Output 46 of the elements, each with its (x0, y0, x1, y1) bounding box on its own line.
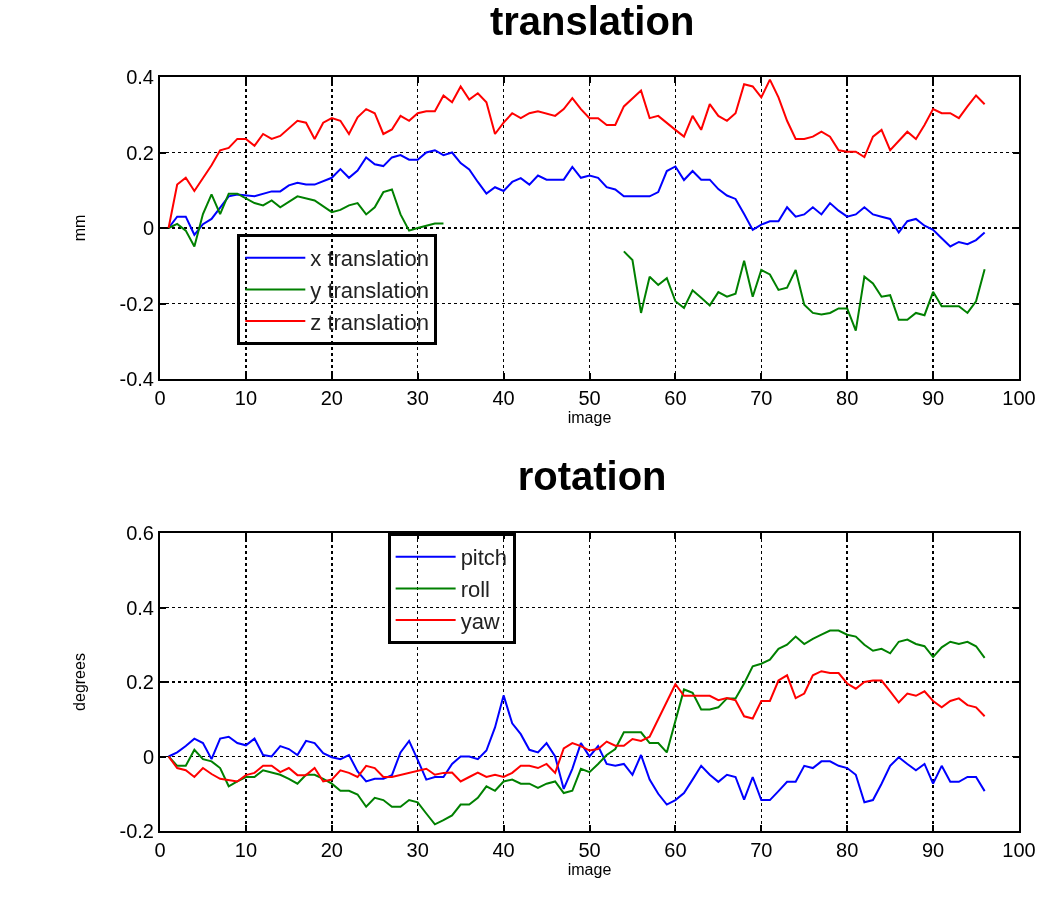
x-tick-label: 90 (921, 387, 945, 409)
y-tick-label: -0.2 (119, 820, 154, 842)
x-tick-label: 60 (664, 387, 687, 409)
legend-label: pitch (460, 545, 508, 571)
y-tick-label: -0.4 (119, 368, 154, 390)
x-tick-label: 30 (406, 387, 429, 409)
x-tick-label: 30 (406, 839, 429, 861)
x-tick-label: 80 (836, 839, 859, 861)
x-tick-label: 10 (234, 839, 258, 861)
x-tick-label: 40 (492, 387, 515, 409)
x-axis-title: image (567, 409, 612, 427)
x-tick-label: 40 (492, 839, 515, 861)
y-axis-title: mm (70, 214, 88, 242)
legend-label: roll (460, 576, 490, 602)
x-tick-label: 100 (1002, 387, 1036, 409)
x-tick-label: 70 (750, 839, 773, 861)
x-tick-label: 20 (320, 387, 343, 409)
x-tick-label: 50 (578, 387, 601, 409)
y-tick-label: 0.2 (126, 141, 154, 164)
y-tick-label: 0.4 (126, 66, 154, 88)
x-tick-label: 70 (750, 387, 773, 409)
y-axis-title: degrees (70, 653, 88, 711)
x-tick-label: 100 (1002, 839, 1036, 861)
x-tick-label: 80 (836, 387, 859, 409)
x-tick-label: 90 (921, 839, 945, 861)
y-tick-label: 0 (142, 745, 154, 768)
line-series (167, 149, 986, 248)
y-tick-label: 0.2 (126, 671, 154, 693)
y-tick-label: 0 (142, 217, 154, 239)
line-series (167, 670, 986, 783)
x-tick-label: 60 (664, 839, 687, 861)
line-series (167, 78, 986, 229)
x-axis-title: image (567, 861, 612, 879)
legend-label: x translation (310, 246, 429, 272)
line-series (167, 694, 986, 806)
legend-label: yaw (460, 608, 500, 634)
x-tick-label: 50 (578, 839, 601, 861)
y-tick-label: 0.6 (126, 522, 154, 544)
chart-title: rotation (517, 454, 667, 499)
y-tick-label: 0.4 (126, 596, 154, 619)
y-tick-label: -0.2 (119, 292, 154, 315)
legend-label: y translation (310, 278, 429, 304)
legend-label: z translation (310, 309, 429, 335)
x-tick-label: 20 (320, 839, 343, 861)
chart-title: translation (489, 0, 695, 43)
x-tick-label: 10 (234, 387, 258, 409)
